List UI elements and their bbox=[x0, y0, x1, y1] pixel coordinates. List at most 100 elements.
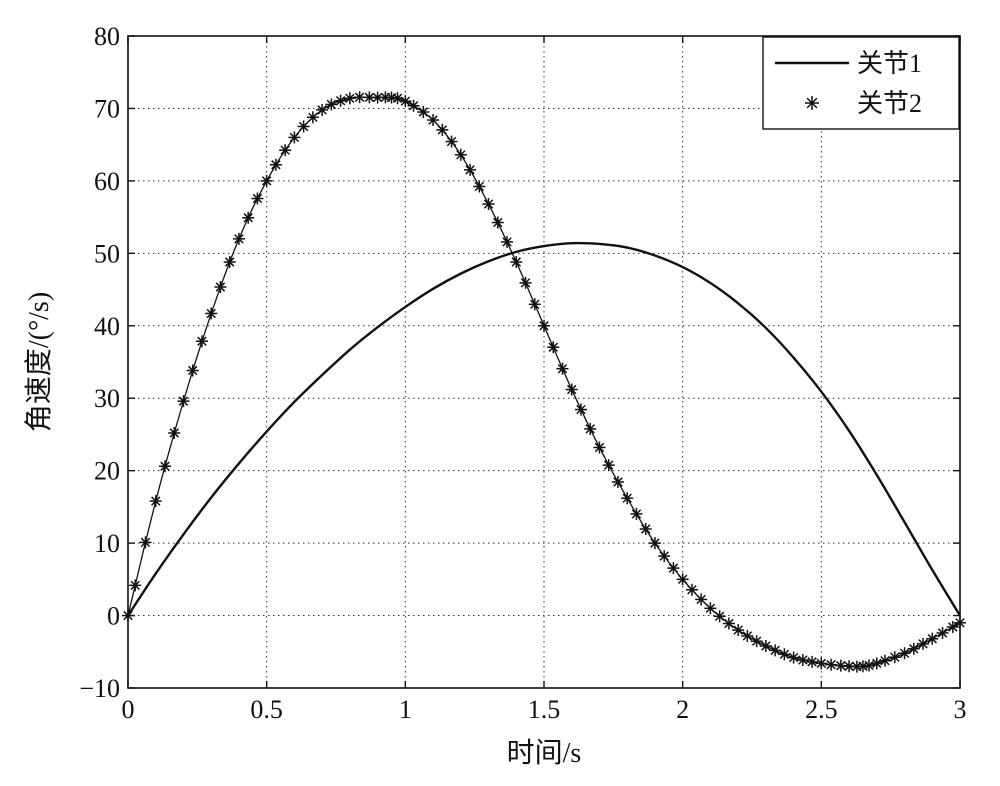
data-point-marker bbox=[574, 403, 587, 416]
data-point-marker bbox=[223, 255, 236, 268]
data-point-marker bbox=[565, 383, 578, 396]
y-tick-label: 70 bbox=[94, 94, 120, 123]
data-point-marker bbox=[538, 319, 550, 332]
y-tick-label: 20 bbox=[94, 457, 120, 486]
data-point-marker bbox=[639, 522, 652, 535]
data-point-marker bbox=[834, 659, 847, 672]
data-point-marker bbox=[888, 651, 901, 664]
data-point-marker bbox=[815, 657, 828, 670]
y-tick-label: 60 bbox=[94, 167, 120, 196]
data-point-marker bbox=[168, 426, 181, 439]
data-point-marker bbox=[907, 642, 920, 655]
data-point-marker bbox=[843, 660, 856, 673]
data-point-marker bbox=[427, 114, 440, 127]
data-point-marker bbox=[648, 537, 661, 550]
data-point-marker bbox=[288, 131, 301, 144]
data-point-marker bbox=[759, 639, 772, 652]
data-point-marker bbox=[195, 335, 208, 348]
data-point-marker bbox=[856, 660, 869, 673]
data-point-marker bbox=[732, 624, 745, 637]
data-point-marker bbox=[306, 111, 319, 124]
data-point-marker bbox=[279, 144, 292, 157]
x-tick-label: 3 bbox=[954, 695, 967, 724]
data-point-marker bbox=[547, 341, 560, 354]
data-point-marker bbox=[685, 583, 698, 596]
y-tick-label: 50 bbox=[94, 239, 120, 268]
y-tick-label: 10 bbox=[94, 529, 120, 558]
data-point-marker bbox=[863, 659, 875, 672]
data-point-marker bbox=[417, 106, 430, 119]
series-2 bbox=[122, 91, 966, 673]
data-point-marker bbox=[806, 655, 819, 668]
data-point-marker bbox=[464, 163, 477, 176]
x-tick-label: 0 bbox=[122, 695, 135, 724]
data-point-marker bbox=[621, 492, 634, 505]
data-point-marker bbox=[917, 637, 930, 650]
y-tick-label: 80 bbox=[94, 22, 120, 51]
data-point-marker bbox=[879, 654, 892, 667]
data-point-marker bbox=[787, 651, 800, 664]
data-point-marker bbox=[501, 235, 514, 248]
data-point-marker bbox=[778, 648, 791, 661]
data-point-marker bbox=[214, 281, 227, 294]
data-point-marker bbox=[407, 99, 420, 112]
data-point-marker bbox=[260, 174, 273, 187]
legend-box bbox=[762, 36, 960, 130]
data-point-marker bbox=[602, 459, 615, 472]
x-tick-label: 2 bbox=[676, 695, 689, 724]
data-point-marker bbox=[205, 307, 218, 320]
data-point-marker bbox=[242, 211, 255, 224]
data-point-marker bbox=[667, 562, 680, 575]
y-tick-label: 0 bbox=[107, 602, 120, 631]
x-tick-label: 0.5 bbox=[250, 695, 283, 724]
data-point-marker bbox=[158, 460, 171, 473]
data-point-marker bbox=[926, 632, 939, 645]
data-point-marker bbox=[695, 593, 708, 606]
legend-label: 关节1 bbox=[857, 49, 922, 78]
data-point-marker bbox=[713, 610, 726, 623]
data-point-marker bbox=[473, 180, 486, 193]
data-point-marker bbox=[129, 579, 142, 592]
x-axis-label: 时间/s bbox=[507, 737, 582, 769]
series-1 bbox=[126, 241, 962, 617]
data-point-marker bbox=[334, 94, 347, 107]
data-point-marker bbox=[898, 647, 911, 660]
data-point-marker bbox=[676, 573, 689, 586]
data-point-marker bbox=[722, 617, 735, 630]
data-point-marker bbox=[482, 198, 495, 211]
series-line bbox=[126, 241, 962, 617]
data-point-marker bbox=[796, 654, 809, 667]
legend-asterisk-swatch bbox=[805, 96, 819, 110]
data-point-marker bbox=[436, 123, 449, 136]
data-point-marker bbox=[593, 441, 606, 454]
data-point-marker bbox=[519, 276, 532, 289]
y-tick-label: 30 bbox=[94, 384, 120, 413]
data-point-marker bbox=[946, 620, 959, 633]
data-point-marker bbox=[936, 626, 949, 639]
data-point-marker bbox=[704, 602, 717, 615]
data-point-marker bbox=[528, 298, 541, 311]
data-point-marker bbox=[149, 495, 162, 508]
y-tick-label: −10 bbox=[79, 674, 120, 703]
x-tick-label: 2.5 bbox=[805, 695, 838, 724]
x-tick-label: 1 bbox=[399, 695, 412, 724]
data-point-marker bbox=[750, 635, 763, 648]
data-point-marker bbox=[445, 135, 458, 148]
data-point-marker bbox=[658, 550, 671, 563]
data-point-marker bbox=[825, 658, 838, 671]
series-layer bbox=[122, 91, 966, 673]
data-point-marker bbox=[251, 192, 264, 205]
x-tick-label: 1.5 bbox=[528, 695, 561, 724]
legend-label: 关节2 bbox=[857, 89, 922, 118]
data-point-marker bbox=[611, 475, 624, 488]
data-point-marker bbox=[510, 256, 523, 269]
data-point-marker bbox=[399, 95, 412, 108]
data-point-marker bbox=[186, 364, 199, 377]
data-point-marker bbox=[177, 395, 190, 408]
data-point-marker bbox=[363, 91, 376, 104]
y-tick-label: 40 bbox=[94, 312, 120, 341]
